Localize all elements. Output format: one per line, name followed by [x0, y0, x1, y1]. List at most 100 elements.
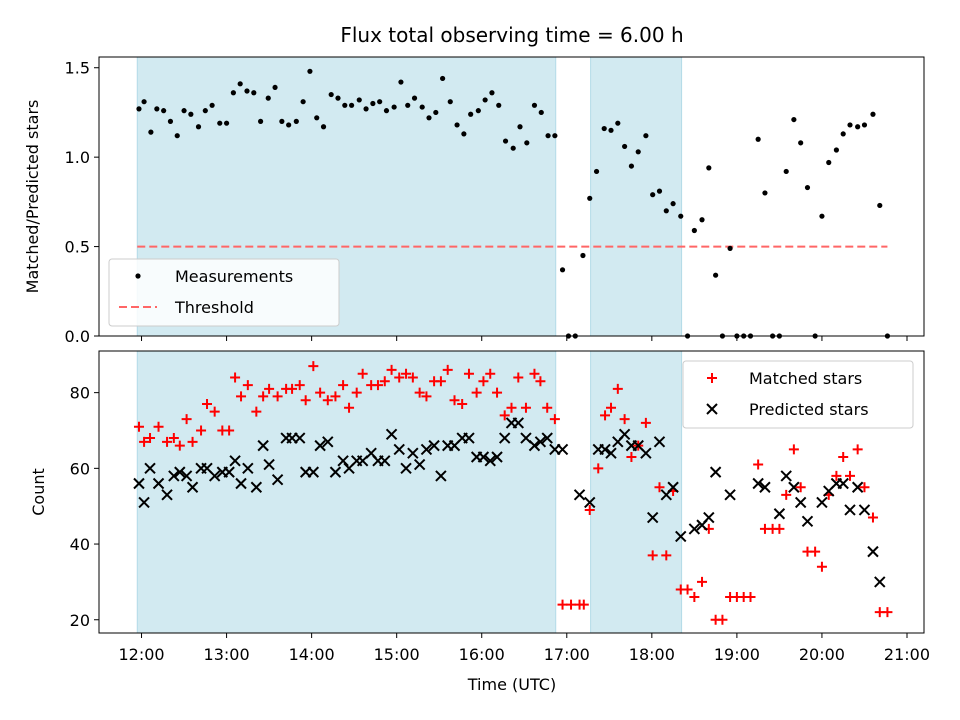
data-point [337, 455, 349, 467]
data-point [870, 111, 876, 117]
data-point [840, 131, 846, 137]
data-point [407, 372, 418, 383]
data-point [826, 159, 832, 166]
data-point [435, 470, 447, 482]
data-point [867, 512, 878, 523]
data-point [251, 90, 257, 96]
data-point [405, 102, 411, 108]
data-point [689, 592, 700, 603]
data-point [753, 459, 764, 470]
data-point [454, 122, 460, 128]
data-point [414, 387, 425, 398]
data-point [612, 383, 623, 394]
data-point [153, 421, 164, 432]
data-point [816, 496, 828, 509]
data-point [229, 455, 241, 467]
data-point [845, 470, 856, 481]
data-point [315, 387, 326, 398]
data-point [774, 523, 785, 534]
legend-entry: Threshold [119, 298, 254, 317]
data-point [379, 376, 390, 387]
data-point [223, 120, 230, 126]
data-point [413, 458, 426, 471]
data-point [635, 149, 641, 155]
data-point [168, 470, 180, 482]
data-point [837, 477, 849, 490]
data-point [370, 100, 376, 107]
data-point [308, 361, 319, 372]
observing-interval-shade [590, 350, 683, 634]
legend-entry: Predicted stars [706, 400, 869, 419]
data-point [816, 561, 827, 572]
data-point [428, 439, 440, 452]
data-point [691, 227, 697, 234]
legend-label: Predicted stars [749, 400, 869, 419]
data-point [148, 129, 154, 135]
series-matched-stars [133, 361, 893, 625]
data-point [244, 88, 250, 94]
x-tick-label: 13:00 [204, 645, 250, 664]
legend-ratio: Measurements Threshold [108, 258, 340, 327]
data-point [502, 138, 509, 144]
data-point [242, 462, 254, 475]
data-point [510, 145, 516, 151]
x-tick-label: 16:00 [459, 645, 505, 664]
data-point [699, 217, 705, 223]
data-point [534, 436, 547, 448]
data-point [161, 108, 167, 114]
y-tick-label: 60 [70, 459, 90, 478]
data-point [606, 402, 617, 413]
data-point [161, 489, 173, 501]
data-point [457, 398, 468, 409]
data-point [791, 116, 797, 123]
data-point [202, 398, 213, 409]
data-point [512, 417, 525, 429]
data-point [279, 118, 285, 124]
data-point [859, 482, 870, 493]
data-point [257, 118, 264, 124]
data-point [264, 383, 275, 394]
data-point [263, 458, 275, 471]
data-point [230, 90, 236, 96]
data-point [224, 425, 235, 436]
data-point [640, 447, 652, 459]
data-point [759, 481, 771, 493]
data-point [549, 414, 560, 425]
data-point [513, 372, 524, 383]
data-point [524, 140, 530, 146]
data-point [601, 125, 607, 132]
data-point [600, 410, 611, 421]
data-point [773, 508, 786, 520]
data-point [401, 368, 412, 379]
data-point [196, 425, 207, 436]
data-point [545, 133, 551, 139]
data-point [314, 439, 326, 452]
data-point [420, 443, 433, 456]
data-point [188, 111, 194, 117]
data-point [187, 436, 198, 447]
data-point [144, 462, 156, 475]
data-point [379, 455, 391, 467]
data-point [661, 550, 672, 561]
data-point [542, 402, 553, 413]
data-point [628, 163, 635, 169]
data-point [506, 402, 517, 413]
y-tick-label: 40 [70, 535, 90, 554]
data-point [801, 515, 814, 528]
data-point [682, 584, 693, 595]
data-point [653, 436, 666, 448]
data-point [419, 104, 425, 110]
legend-swatch [707, 373, 717, 383]
data-point [272, 84, 278, 91]
data-point [780, 470, 792, 482]
data-point [517, 124, 523, 130]
data-point [300, 395, 311, 406]
data-point [573, 489, 586, 501]
data-point [307, 68, 313, 74]
data-point [618, 428, 631, 440]
y-tick-label: 1.5 [65, 59, 90, 78]
data-point [619, 414, 630, 425]
data-point [798, 140, 804, 146]
data-point [557, 599, 568, 610]
data-point [491, 451, 503, 463]
